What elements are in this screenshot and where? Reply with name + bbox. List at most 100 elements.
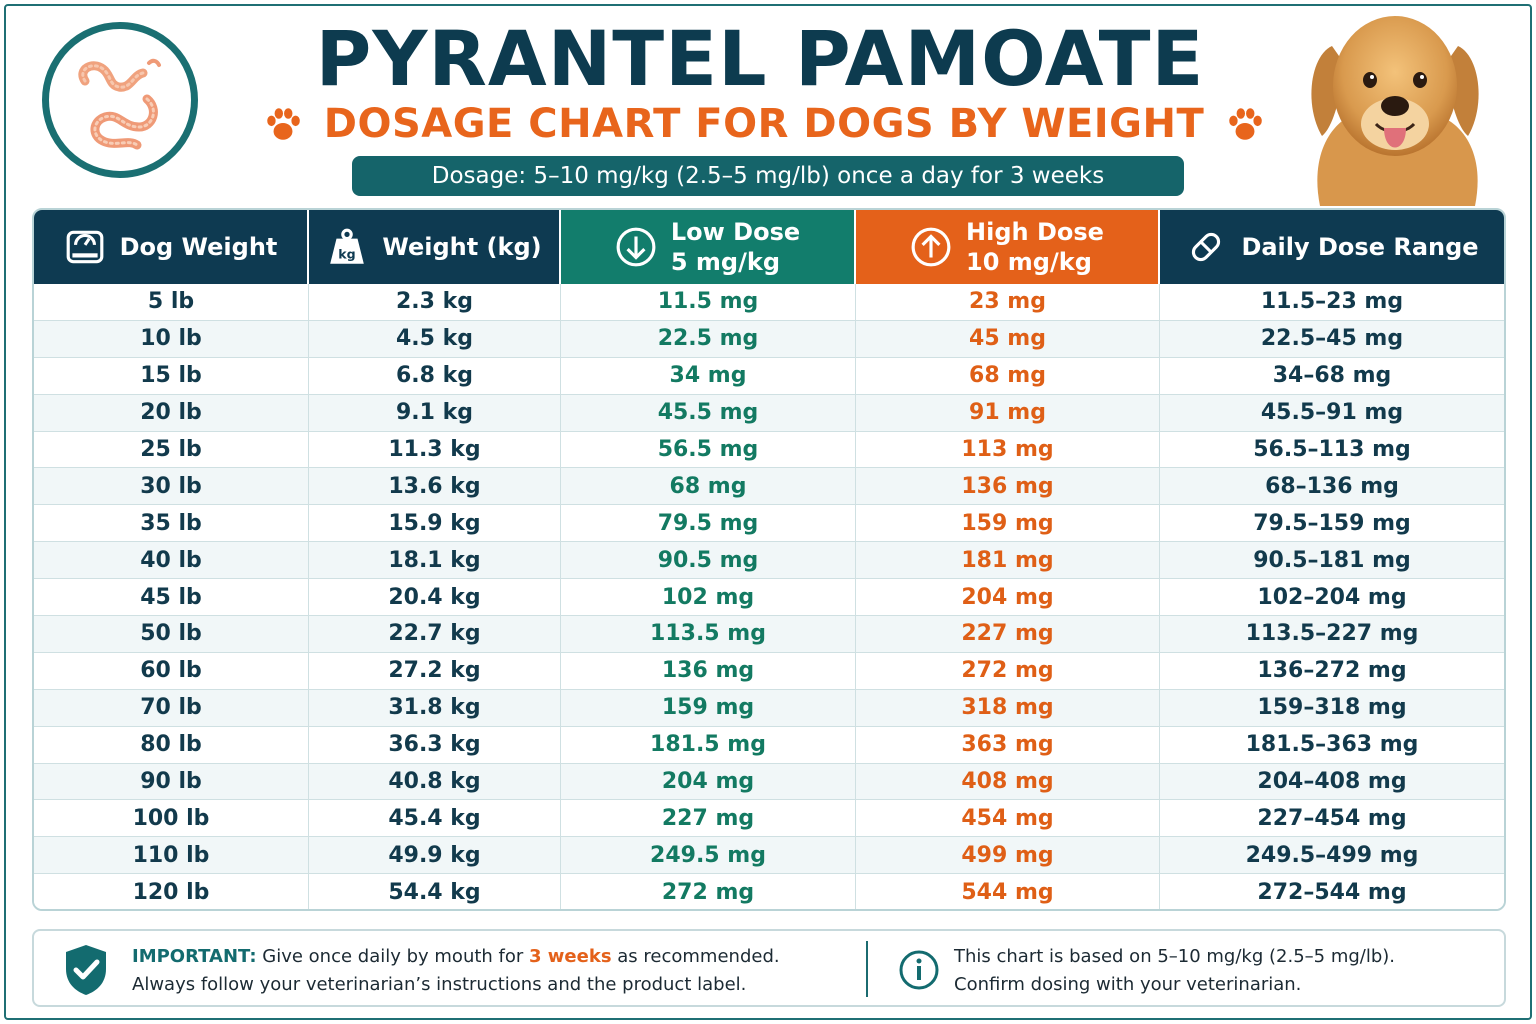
cell-high-dose: 45 mg: [856, 320, 1160, 357]
header-sublabel: 5 mg/kg: [670, 248, 781, 276]
info-note: This chart is based on 5–10 mg/kg (2.5–5…: [954, 943, 1474, 999]
cell-weight-kg: 54.4 kg: [309, 874, 561, 909]
cell-high-dose: 499 mg: [856, 837, 1160, 874]
cell-dog-weight: 60 lb: [34, 652, 309, 689]
cell-dog-weight: 5 lb: [34, 284, 309, 320]
paw-icon: [1229, 108, 1263, 140]
table-row: 15 lb 6.8 kg 34 mg 68 mg 34–68 mg: [34, 357, 1504, 395]
worm-logo: [42, 22, 198, 178]
cell-daily-range: 22.5–45 mg: [1260, 326, 1404, 352]
important-note: IMPORTANT: Give once daily by mouth for …: [132, 943, 872, 999]
cell-daily-range: 102–204 mg: [1257, 584, 1407, 610]
cell-high-dose: 23 mg: [856, 284, 1160, 320]
scale-icon: [66, 230, 103, 264]
cell-daily-range: 204–408 mg: [1257, 769, 1407, 795]
cell-dog-weight: 70 lb: [34, 689, 309, 726]
cell-weight-kg: 36.3 kg: [309, 726, 561, 763]
table-body: 5 lb 2.3 kg 11.5 mg 23 mg 11.5–23 mg 10 lb 4.5…: [34, 284, 1504, 909]
header-label: Dog Weight: [119, 233, 278, 261]
cell-weight-kg: 40.8 kg: [309, 763, 561, 800]
header-label: High Dose: [966, 218, 1104, 246]
cell-high-dose: 181 mg: [856, 542, 1160, 579]
header-label: Low Dose: [670, 218, 801, 246]
cell-dog-weight: 10 lb: [34, 320, 309, 357]
cell-daily-range: 227–454 mg: [1257, 805, 1407, 831]
cell-low-dose: 136 mg: [561, 652, 856, 689]
cell-daily-range: 34–68 mg: [1272, 363, 1392, 389]
svg-text:kg: kg: [339, 247, 356, 262]
kg-weight-icon: kg: [330, 228, 365, 264]
cell-weight-kg: 6.8 kg: [309, 357, 561, 394]
cell-daily-range: 68–136 mg: [1265, 473, 1399, 499]
important-line2: Always follow your veterinarian’s instru…: [132, 974, 747, 995]
important-weeks: 3 weeks: [529, 946, 612, 967]
subtitle-row: DOSAGE CHART FOR DOGS BY WEIGHT: [244, 96, 1284, 152]
cell-high-dose: 159 mg: [856, 505, 1160, 542]
worm-icon: [78, 58, 161, 150]
cell-low-dose: 272 mg: [561, 874, 856, 909]
cell-dog-weight: 50 lb: [34, 616, 309, 652]
table-row: 80 lb 36.3 kg 181.5 mg 363 mg 181.5–363 mg: [34, 726, 1504, 764]
cell-weight-kg: 27.2 kg: [309, 652, 561, 689]
header-label: Weight (kg): [382, 233, 542, 261]
cell-high-dose: 204 mg: [856, 579, 1160, 616]
cell-daily-range: 159–318 mg: [1257, 695, 1407, 721]
table-row: 70 lb 31.8 kg 159 mg 318 mg 159–318 mg: [34, 689, 1504, 727]
header-label: Daily Dose Range: [1241, 233, 1479, 261]
cell-low-dose: 227 mg: [561, 800, 856, 837]
cell-weight-kg: 11.3 kg: [309, 431, 561, 468]
cell-high-dose: 272 mg: [856, 652, 1160, 689]
table-row: 5 lb 2.3 kg 11.5 mg 23 mg 11.5–23 mg: [34, 284, 1504, 321]
cell-dog-weight: 35 lb: [34, 505, 309, 542]
cell-weight-kg: 31.8 kg: [309, 689, 561, 726]
cell-high-dose: 544 mg: [856, 874, 1160, 909]
cell-weight-kg: 4.5 kg: [309, 320, 561, 357]
cell-low-dose: 68 mg: [561, 468, 856, 505]
arrow-up-icon: [911, 227, 951, 267]
header-low-dose: Low Dose 5 mg/kg: [561, 210, 856, 284]
cell-dog-weight: 90 lb: [34, 763, 309, 800]
cell-high-dose: 227 mg: [856, 616, 1160, 652]
paw-icon: [267, 108, 300, 140]
info-line1: This chart is based on 5–10 mg/kg (2.5–5…: [954, 946, 1396, 967]
cell-weight-kg: 45.4 kg: [309, 800, 561, 837]
cell-dog-weight: 15 lb: [34, 357, 309, 394]
cell-weight-kg: 22.7 kg: [309, 616, 561, 652]
dosage-table: Dog Weight kg Weight (kg) Low Dose 5 mg/…: [32, 208, 1506, 911]
cell-high-dose: 68 mg: [856, 357, 1160, 394]
cell-low-dose: 249.5 mg: [561, 837, 856, 874]
cell-dog-weight: 45 lb: [34, 579, 309, 616]
cell-daily-range: 249.5–499 mg: [1245, 842, 1419, 868]
cell-daily-range: 56.5–113 mg: [1253, 437, 1411, 462]
cell-low-dose: 102 mg: [561, 579, 856, 616]
cell-weight-kg: 2.3 kg: [309, 284, 561, 320]
page-subtitle: DOSAGE CHART FOR DOGS BY WEIGHT: [323, 101, 1205, 147]
footer-divider: [866, 941, 868, 997]
cell-high-dose: 136 mg: [856, 468, 1160, 505]
cell-high-dose: 318 mg: [856, 689, 1160, 726]
cell-low-dose: 181.5 mg: [561, 726, 856, 763]
important-text-b: as recommended.: [611, 946, 780, 967]
header-sublabel: 10 mg/kg: [966, 248, 1092, 276]
important-text-a: Give once daily by mouth for: [256, 946, 530, 967]
cell-dog-weight: 100 lb: [34, 800, 309, 837]
cell-daily-range: 181.5–363 mg: [1245, 732, 1419, 758]
cell-daily-range: 11.5–23 mg: [1260, 289, 1404, 315]
important-label: IMPORTANT:: [132, 946, 257, 967]
cell-low-dose: 90.5 mg: [561, 542, 856, 579]
cell-weight-kg: 18.1 kg: [309, 542, 561, 579]
table-row: 35 lb 15.9 kg 79.5 mg 159 mg 79.5–159 mg: [34, 505, 1504, 543]
cell-low-dose: 159 mg: [561, 689, 856, 726]
cell-dog-weight: 40 lb: [34, 542, 309, 579]
cell-dog-weight: 110 lb: [34, 837, 309, 874]
page-title: PYRANTEL PAMOATE: [315, 14, 1205, 103]
table-row: 110 lb 49.9 kg 249.5 mg 499 mg 249.5–499 mg: [34, 837, 1504, 875]
cell-high-dose: 113 mg: [856, 431, 1160, 468]
cell-daily-range: 136–272 mg: [1257, 658, 1407, 684]
info-icon: [899, 950, 939, 990]
cell-daily-range: 79.5–159 mg: [1253, 510, 1411, 536]
cell-high-dose: 91 mg: [856, 394, 1160, 431]
header-high-dose: High Dose 10 mg/kg: [856, 210, 1160, 284]
cell-low-dose: 56.5 mg: [561, 431, 856, 468]
cell-weight-kg: 15.9 kg: [309, 505, 561, 542]
